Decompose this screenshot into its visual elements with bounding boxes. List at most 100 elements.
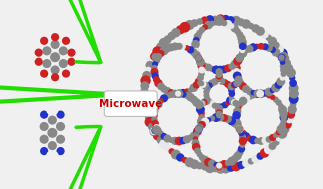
Circle shape — [208, 159, 216, 168]
Circle shape — [152, 54, 158, 59]
Circle shape — [57, 111, 65, 119]
Circle shape — [197, 74, 204, 81]
Circle shape — [151, 52, 158, 59]
Circle shape — [59, 46, 68, 55]
Circle shape — [196, 126, 202, 132]
Circle shape — [40, 111, 48, 119]
Circle shape — [66, 125, 72, 132]
Circle shape — [281, 67, 287, 73]
Circle shape — [229, 98, 234, 104]
Circle shape — [152, 46, 163, 57]
Circle shape — [242, 85, 250, 93]
Circle shape — [48, 141, 57, 150]
Circle shape — [225, 100, 231, 106]
Circle shape — [271, 48, 280, 57]
Circle shape — [206, 117, 211, 123]
Circle shape — [235, 54, 244, 62]
Circle shape — [40, 135, 49, 144]
Circle shape — [214, 16, 224, 25]
Circle shape — [195, 54, 203, 62]
Circle shape — [277, 125, 286, 134]
Circle shape — [281, 54, 289, 63]
Circle shape — [199, 100, 206, 106]
Circle shape — [195, 55, 202, 61]
Circle shape — [175, 91, 181, 97]
Circle shape — [276, 52, 282, 58]
Circle shape — [196, 58, 205, 67]
Circle shape — [195, 124, 203, 132]
Circle shape — [158, 98, 164, 104]
Circle shape — [204, 96, 210, 102]
Circle shape — [236, 54, 243, 61]
Circle shape — [218, 77, 225, 85]
Circle shape — [277, 129, 287, 139]
Circle shape — [216, 111, 223, 118]
Circle shape — [228, 82, 236, 90]
Circle shape — [281, 128, 287, 134]
Circle shape — [278, 53, 286, 61]
Circle shape — [153, 56, 160, 64]
Circle shape — [188, 87, 193, 93]
Circle shape — [264, 145, 273, 154]
Circle shape — [52, 152, 58, 158]
Circle shape — [236, 54, 244, 62]
Circle shape — [278, 105, 287, 114]
Circle shape — [216, 17, 222, 23]
Circle shape — [216, 113, 222, 119]
Circle shape — [257, 91, 263, 97]
Circle shape — [231, 81, 238, 88]
Circle shape — [280, 59, 286, 65]
Circle shape — [141, 97, 149, 106]
Circle shape — [232, 81, 239, 88]
Circle shape — [261, 137, 269, 144]
Circle shape — [201, 156, 209, 165]
Circle shape — [202, 99, 208, 105]
Circle shape — [237, 34, 245, 43]
Circle shape — [198, 121, 206, 129]
Circle shape — [155, 127, 162, 134]
Circle shape — [151, 53, 159, 61]
Circle shape — [236, 54, 244, 62]
Circle shape — [269, 134, 276, 141]
Circle shape — [216, 163, 223, 169]
Circle shape — [199, 81, 204, 86]
Circle shape — [52, 108, 58, 114]
Circle shape — [175, 91, 181, 96]
Circle shape — [56, 122, 65, 131]
Circle shape — [215, 164, 223, 171]
Circle shape — [152, 125, 161, 134]
Circle shape — [198, 101, 205, 107]
Circle shape — [265, 88, 273, 96]
Circle shape — [239, 137, 247, 145]
Circle shape — [215, 104, 223, 112]
Circle shape — [193, 127, 202, 136]
Circle shape — [280, 127, 287, 134]
Circle shape — [152, 108, 158, 115]
Circle shape — [40, 147, 48, 155]
Circle shape — [156, 43, 165, 52]
Circle shape — [234, 123, 241, 130]
Circle shape — [197, 117, 206, 126]
Circle shape — [204, 21, 213, 29]
Circle shape — [216, 14, 225, 24]
Circle shape — [47, 128, 57, 138]
Circle shape — [145, 114, 151, 120]
Circle shape — [216, 109, 223, 116]
Circle shape — [237, 126, 243, 132]
Circle shape — [236, 54, 244, 62]
Circle shape — [198, 59, 206, 66]
Circle shape — [233, 80, 240, 87]
Circle shape — [150, 126, 160, 137]
Circle shape — [206, 82, 213, 89]
Circle shape — [198, 67, 205, 74]
Circle shape — [256, 90, 264, 98]
Circle shape — [236, 126, 243, 133]
Circle shape — [193, 136, 198, 142]
Circle shape — [257, 90, 265, 97]
Circle shape — [237, 18, 245, 26]
Circle shape — [195, 55, 202, 62]
Circle shape — [279, 122, 286, 129]
Circle shape — [280, 53, 287, 60]
Circle shape — [192, 51, 201, 59]
Circle shape — [152, 53, 158, 59]
